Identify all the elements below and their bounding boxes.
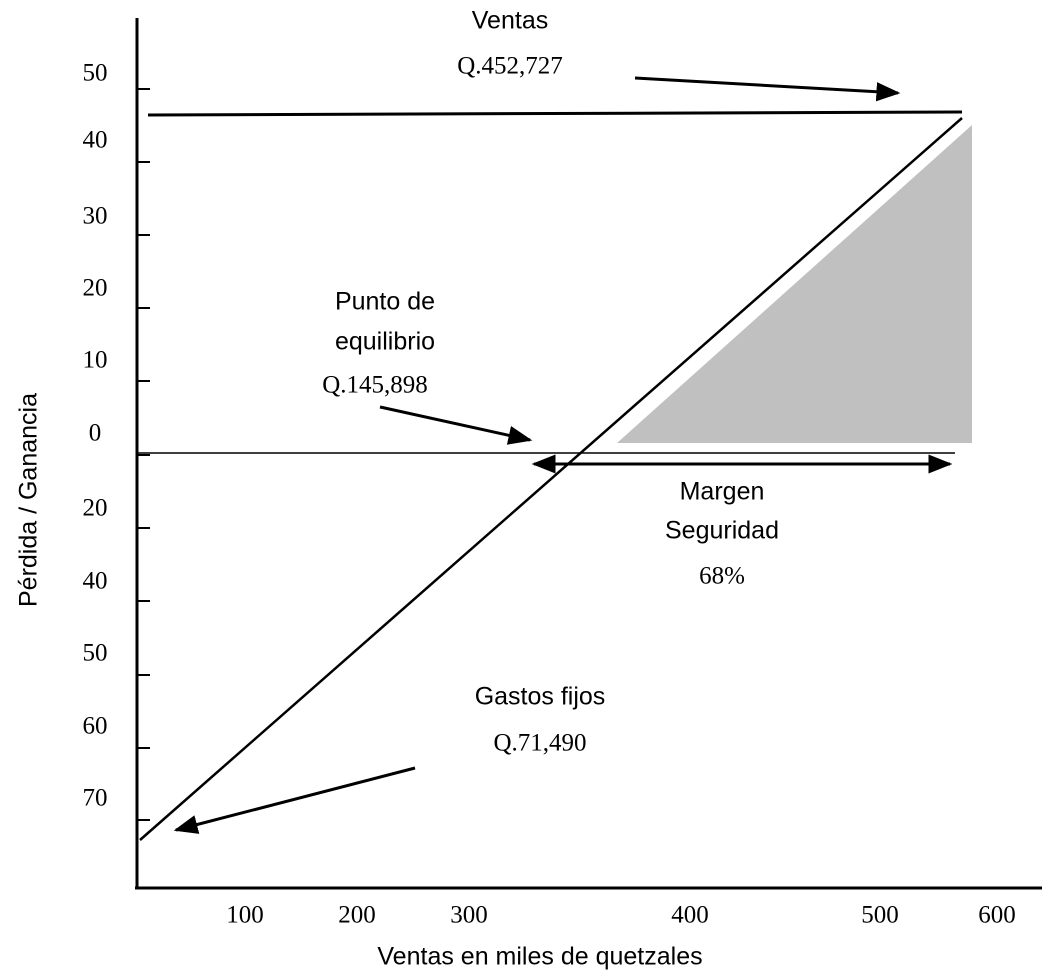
y-tick-label: 40: [83, 127, 108, 154]
x-tick-label: 100: [226, 902, 264, 929]
y-axis-title: Pérdida / Ganancia: [15, 393, 43, 607]
x-tick-label: 200: [338, 902, 376, 929]
label: Seguridad: [665, 517, 779, 545]
y-tick-label: 20: [83, 275, 108, 302]
y-tick-label: 40: [83, 568, 108, 595]
arrow: [379, 405, 533, 445]
y-tick-label: 30: [83, 203, 108, 230]
y-tick-label: 20: [83, 495, 108, 522]
amount: 68%: [699, 563, 745, 590]
label: Gastos fijos: [475, 683, 606, 711]
y-tick-label: 10: [83, 347, 108, 374]
cost-line: [139, 117, 963, 841]
label: equilibrio: [335, 328, 435, 356]
arrow: [634, 76, 901, 102]
x-tick-label: 400: [671, 902, 709, 929]
y-tick-label: 50: [83, 640, 108, 667]
y-tick-label: 0: [89, 420, 102, 447]
amount: Q.452,727: [457, 53, 563, 80]
safety-area: [617, 125, 972, 443]
x-tick-label: 500: [861, 902, 899, 929]
y-tick-label: 70: [83, 785, 108, 812]
x-tick-label: 300: [450, 902, 488, 929]
x-tick-label: 600: [978, 902, 1016, 929]
arrow: [173, 766, 416, 834]
label: Margen: [680, 478, 765, 506]
y-tick-label: 50: [83, 60, 108, 87]
amount: Q.145,898: [322, 372, 428, 399]
label: Ventas: [472, 7, 548, 35]
amount: Q.71,490: [493, 730, 586, 757]
y-tick-label: 60: [83, 713, 108, 740]
x-axis-title: Ventas en miles de quetzales: [377, 943, 702, 971]
sales-line: [147, 110, 963, 117]
label: Punto de: [335, 288, 435, 316]
